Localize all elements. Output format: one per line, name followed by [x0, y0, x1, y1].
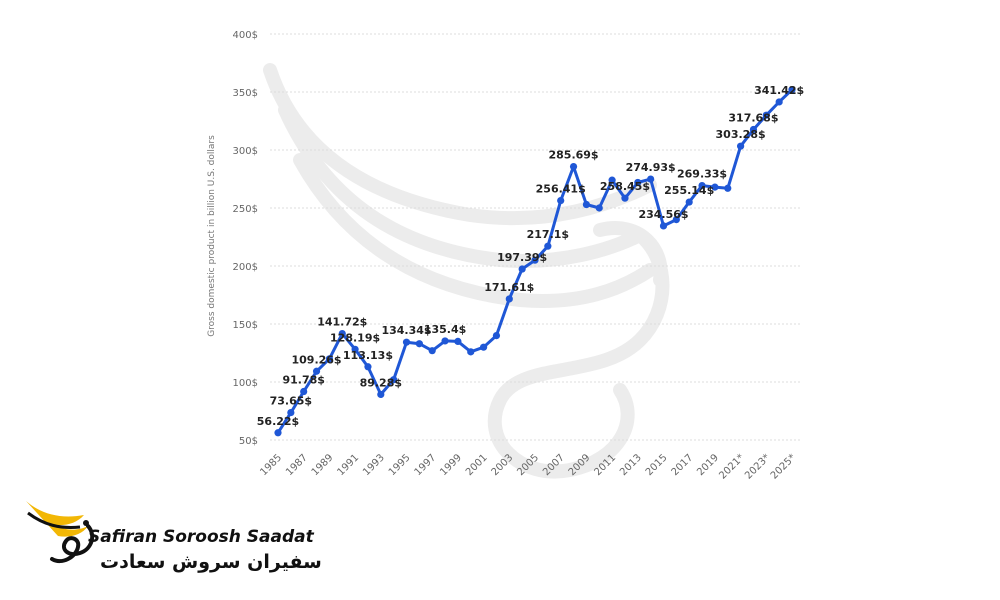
data-point [659, 222, 668, 230]
data-point [608, 176, 616, 184]
x-tick-label: 1991 [335, 452, 361, 478]
y-tick-label: 250$ [233, 204, 258, 215]
data-point [557, 196, 565, 205]
data-point [737, 142, 745, 150]
data-label: 285.69$ [548, 149, 598, 162]
y-axis-ticks: 50$ 100$ 150$ 200$ 250$ 300$ 350$ 400$ [233, 30, 258, 447]
x-tick-label: 2023* [743, 452, 772, 481]
y-tick-label: 300$ [233, 146, 258, 157]
y-tick-label: 50$ [239, 436, 258, 447]
data-point [338, 330, 346, 338]
data-label: 91.78$ [282, 374, 324, 387]
x-tick-label: 2015 [644, 452, 670, 478]
data-label: 89.28$ [360, 376, 402, 389]
x-tick-label: 2017 [670, 452, 696, 478]
data-label: 303.28$ [716, 128, 766, 141]
data-point [672, 216, 680, 224]
data-point [325, 355, 333, 363]
brand-name-persian: سفیران سروش سعادت [100, 551, 322, 573]
y-tick-label: 200$ [233, 262, 258, 273]
x-tick-label: 1995 [387, 452, 413, 478]
data-label: 217.1$ [527, 228, 569, 241]
data-point [505, 295, 513, 303]
y-tick-label: 400$ [233, 30, 258, 41]
data-label: 135.4$ [424, 323, 466, 336]
data-point [569, 162, 578, 171]
data-point [531, 256, 539, 264]
data-point [685, 198, 693, 206]
data-label: 274.93$ [626, 161, 676, 174]
data-point [428, 347, 436, 355]
data-point [402, 338, 411, 346]
x-tick-label: 1989 [310, 452, 336, 478]
data-point [287, 408, 295, 417]
y-tick-label: 350$ [233, 88, 258, 99]
data-points [274, 86, 796, 437]
y-tick-label: 150$ [233, 320, 258, 331]
data-label: 234.56$ [638, 208, 688, 221]
data-point [711, 183, 719, 191]
data-point [724, 184, 732, 192]
data-label: 269.33$ [677, 168, 727, 181]
x-tick-label: 2013 [618, 452, 644, 478]
data-label: 73.65$ [270, 395, 312, 408]
data-point [441, 337, 449, 345]
data-point [647, 175, 655, 183]
phoenix-logo-icon [26, 501, 95, 564]
x-tick-label: 1999 [438, 452, 464, 478]
phoenix-wing-icon [263, 63, 670, 479]
data-point [595, 204, 603, 212]
x-tick-label: 1985 [258, 452, 284, 478]
data-point [788, 86, 796, 94]
data-point [364, 363, 372, 371]
data-point [492, 332, 501, 340]
data-point [621, 194, 629, 202]
x-tick-label: 2021* [717, 452, 746, 481]
data-point [351, 345, 359, 353]
data-point [698, 181, 706, 190]
data-point [377, 390, 385, 399]
data-label: 171.61$ [484, 281, 534, 294]
data-point [480, 343, 488, 351]
data-point [749, 125, 758, 134]
x-tick-label: 1987 [284, 452, 310, 478]
data-point [518, 265, 526, 273]
gridlines [270, 33, 800, 441]
data-label: 56.22$ [257, 415, 299, 428]
data-point [544, 242, 552, 250]
data-point [762, 111, 770, 119]
data-label: 197.39$ [497, 251, 547, 264]
data-label: 134.34$ [381, 324, 431, 337]
data-label: 341.42$ [754, 84, 804, 97]
data-point [312, 367, 321, 375]
x-tick-label: 1997 [413, 452, 439, 478]
data-point [415, 340, 423, 348]
brand-logo: Safiran Soroosh Saadat سفیران سروش سعادت [22, 493, 322, 583]
y-axis-label: Gross domestic product in billion U.S. d… [207, 135, 217, 337]
data-label: 258.45$ [600, 180, 650, 193]
data-label: 141.72$ [317, 316, 367, 329]
x-axis-ticks: 1985 1987 1989 1991 1993 1995 1997 1999 2001 2003… [258, 452, 798, 481]
x-tick-label: 1993 [361, 452, 387, 478]
x-tick-label: 2001 [464, 452, 490, 478]
brand-name-english: Safiran Soroosh Saadat [88, 527, 314, 547]
data-point [467, 348, 475, 356]
data-point [390, 376, 398, 384]
data-point [582, 200, 591, 209]
data-label: 317.68$ [728, 111, 778, 124]
data-labels: 56.22$73.65$91.78$109.26$141.72$128.19$1… [257, 84, 804, 428]
data-point [274, 429, 282, 437]
data-label: 113.13$ [343, 349, 393, 362]
data-point [300, 387, 308, 396]
data-label: 255.14$ [664, 184, 714, 197]
data-point [454, 337, 462, 345]
x-tick-label: 2025* [769, 452, 798, 481]
data-point [634, 178, 642, 187]
data-label: 256.41$ [536, 183, 586, 196]
data-label: 128.19$ [330, 331, 380, 344]
y-tick-label: 100$ [233, 378, 258, 389]
data-label: 109.26$ [291, 353, 341, 366]
data-point [775, 98, 783, 106]
